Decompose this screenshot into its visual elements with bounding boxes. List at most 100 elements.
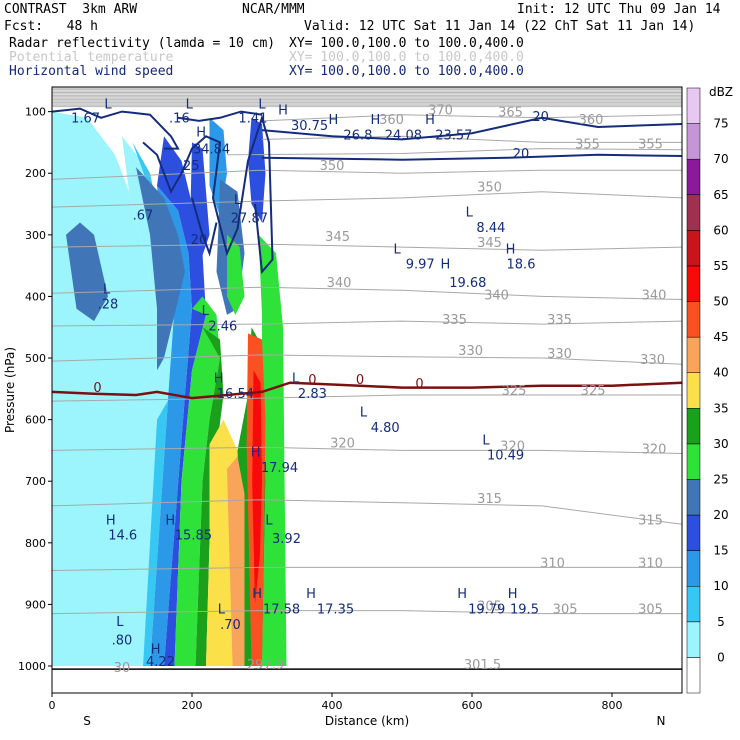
colorbar-swatch <box>686 621 701 658</box>
colorbar-swatch <box>686 158 701 196</box>
freezing-label: 0 <box>356 373 364 388</box>
contour-labels: 370 365 360 360 355 355 350 350 345 345 340 340 340 3… <box>71 98 666 677</box>
y-tick-label: 400 <box>25 290 46 303</box>
wind-label: L <box>360 406 368 421</box>
colorbar-swatch <box>686 479 701 516</box>
header-fcst: Fcst: 48 h <box>4 19 98 34</box>
theta-label: 325 <box>502 384 527 399</box>
wind-label: 34.84 <box>193 143 230 158</box>
wind-label: L <box>466 205 474 220</box>
wind-label: 1.67 <box>71 112 100 127</box>
x-axis-label: Distance (km) <box>325 714 409 728</box>
wind-label: H <box>196 125 206 140</box>
theta-label: 360 <box>579 113 604 128</box>
colorbar-label: 5 <box>717 615 725 629</box>
x-tick-label: 400 <box>322 699 343 712</box>
theta-label: 320 <box>500 439 525 454</box>
theta-label: 355 <box>638 138 663 153</box>
colorbar-label: 20 <box>713 508 728 522</box>
theta-contour <box>51 354 683 365</box>
wind-label: L <box>292 372 300 387</box>
theta-label: 297.9 <box>247 658 284 673</box>
freezing-label: 0 <box>308 373 316 388</box>
wind-label: 10.49 <box>487 449 524 464</box>
wind-label: H <box>306 587 316 602</box>
wind-label: L <box>218 603 226 618</box>
wind-label: 4.22 <box>146 655 175 670</box>
colorbar-swatch <box>686 443 701 480</box>
reflectivity-area <box>157 136 206 667</box>
wind-label: 4.80 <box>371 421 400 436</box>
theta-label: 30 <box>114 661 131 676</box>
theta-label: 335 <box>442 313 467 328</box>
wind-label: 26.8 <box>343 128 372 143</box>
header-center: NCAR/MMM <box>242 2 305 17</box>
x-tick-label: 0 <box>49 699 56 712</box>
colorbar-label: 10 <box>713 579 728 593</box>
theta-label: 305 <box>553 603 578 618</box>
wind-contour <box>177 110 263 122</box>
wind-label: H <box>278 104 288 119</box>
zero-degree-line <box>51 381 683 400</box>
theta-contour <box>51 191 683 208</box>
wind-label: L <box>265 513 273 528</box>
field3-label: Horizontal wind speed <box>9 64 174 79</box>
x-tick-label: 800 <box>602 699 623 712</box>
y-tick-label: 200 <box>25 167 46 180</box>
wind-label: 25 <box>183 159 200 174</box>
colorbar-label: 15 <box>713 544 728 558</box>
wind-label: H <box>165 513 175 528</box>
theta-contour <box>226 148 683 156</box>
field3-xy: XY= 100.0,100.0 to 100.0,400.0 <box>289 64 524 79</box>
wind-label: 17.58 <box>263 603 300 618</box>
reflectivity-area <box>227 456 245 666</box>
colorbar-swatch <box>686 87 701 124</box>
wind-label: 19.79 <box>468 603 505 618</box>
wind-label: 20 <box>191 233 208 248</box>
theta-label: 360 <box>379 113 404 128</box>
colorbar: 0 5 10 15 20 25 30 35 40 45 50 55 60 65 70 75 dBZ <box>686 85 733 694</box>
wind-label: H <box>371 113 381 128</box>
colorbar-swatch <box>686 123 701 160</box>
wind-contour <box>51 107 180 150</box>
wind-label: .16 <box>169 112 190 127</box>
colorbar-label: 75 <box>713 117 728 131</box>
theta-label: 320 <box>330 436 355 451</box>
y-tick-label: 600 <box>25 414 46 427</box>
reflectivity-area <box>150 185 192 666</box>
wind-label: 19.68 <box>449 276 486 291</box>
wind-label: L <box>258 98 266 113</box>
colorbar-label: 55 <box>713 259 728 273</box>
theta-label: 305 <box>638 603 663 618</box>
wind-label: 17.94 <box>261 461 298 476</box>
theta-contour <box>51 566 682 571</box>
wind-label: L <box>234 193 242 208</box>
theta-label: 310 <box>638 556 663 571</box>
wind-label: H <box>329 113 339 128</box>
theta-label: 345 <box>325 230 350 245</box>
theta-label: 325 <box>581 384 606 399</box>
theta-label: 340 <box>484 289 509 304</box>
wind-label: H <box>506 242 516 257</box>
wind-label: L <box>103 282 111 297</box>
theta-contours <box>51 87 683 615</box>
freezing-line <box>51 381 683 670</box>
reflectivity-fill <box>52 87 682 693</box>
reflectivity-area <box>258 234 287 667</box>
wind-label: H <box>251 446 261 461</box>
theta-label: 340 <box>327 276 352 291</box>
theta-label: 315 <box>477 492 502 507</box>
wind-contour <box>261 116 683 141</box>
wind-label: H <box>106 513 116 528</box>
wind-label: L <box>393 242 401 257</box>
field2-xy: XY= 100.0,100.0 to 100.0,400.0 <box>289 50 524 65</box>
header-model: CONTRAST 3km ARW <box>4 2 138 17</box>
colorbar-swatch <box>686 194 701 231</box>
theta-label: 335 <box>547 313 572 328</box>
colorbar-swatch <box>686 514 701 551</box>
theta-label: 301.5 <box>464 658 501 673</box>
theta-contour <box>51 446 683 454</box>
theta-label: 330 <box>458 344 483 359</box>
